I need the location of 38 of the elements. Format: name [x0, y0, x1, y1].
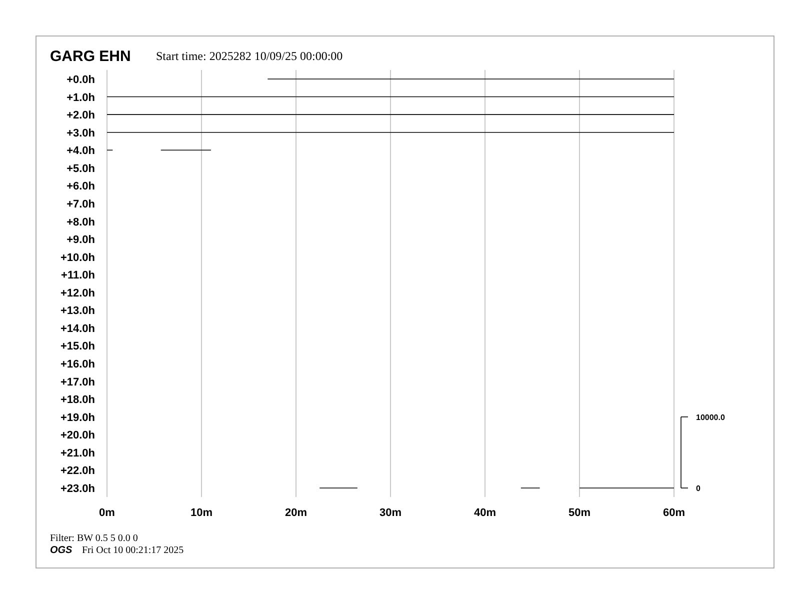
- y-tick-label: +17.0h: [60, 376, 96, 388]
- x-tick-label: 30m: [379, 507, 402, 519]
- x-tick-label: 40m: [474, 507, 496, 519]
- y2-tick-label: 0: [696, 484, 701, 493]
- y-tick-label: +8.0h: [66, 216, 96, 228]
- y-tick-label: +20.0h: [60, 430, 96, 442]
- x-tick-label: 50m: [568, 507, 591, 519]
- x-tick-label: 10m: [190, 507, 213, 519]
- y-tick-label: +12.0h: [60, 287, 96, 300]
- y-tick-label: +6.0h: [66, 180, 96, 193]
- y-tick-label: +10.0h: [60, 252, 96, 264]
- text: OGS: [50, 545, 73, 556]
- y-tick-label: +22.0h: [60, 465, 96, 478]
- y-tick-label: +3.0h: [66, 127, 96, 140]
- text: Filter: BW 0.5 5 0.0 0: [50, 533, 138, 544]
- x-tick-label: 0m: [99, 507, 116, 519]
- y-tick-label: +14.0h: [60, 322, 96, 335]
- y2-tick-label: 10000.0: [696, 412, 726, 422]
- y-tick-label: +1.0h: [66, 92, 96, 104]
- text: Fri Oct 10 00:21:17 2025: [82, 545, 184, 556]
- y-tick-label: +2.0h: [66, 110, 96, 122]
- y-tick-label: +5.0h: [66, 162, 96, 175]
- y-tick-label: +7.0h: [66, 198, 96, 210]
- y-tick-label: +15.0h: [60, 340, 96, 353]
- x-tick-label: 60m: [662, 507, 686, 519]
- y-tick-label: +4.0h: [66, 145, 96, 158]
- y-tick-label: +16.0h: [60, 358, 96, 371]
- y-tick-label: +23.0h: [60, 483, 96, 495]
- x-tick-label: 20m: [284, 507, 308, 519]
- y-tick-label: +13.0h: [60, 305, 96, 318]
- y-tick-label: +9.0h: [66, 234, 96, 246]
- y-tick-label: +18.0h: [60, 394, 96, 406]
- y-tick-label: +11.0h: [61, 270, 96, 282]
- y-tick-label: +21.0h: [60, 447, 96, 460]
- chart-title: GARG EHN: [50, 48, 131, 65]
- y-tick-label: +0.0h: [66, 74, 96, 86]
- y-tick-label: +19.0h: [60, 412, 96, 424]
- chart-subtitle: Start time: 2025282 10/09/25 00:00:00: [156, 49, 343, 63]
